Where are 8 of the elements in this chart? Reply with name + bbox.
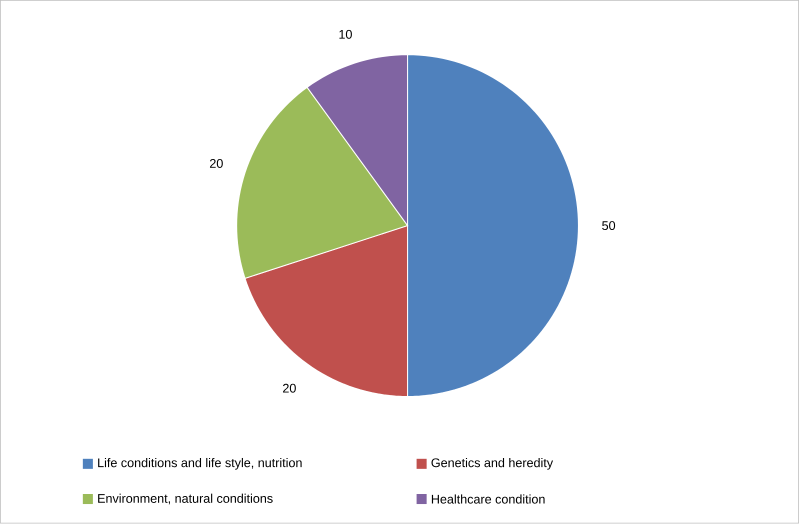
data-label: 50 <box>602 221 616 230</box>
data-label: 10 <box>339 30 352 40</box>
legend-label: Life conditions and life style, nutrition <box>98 458 302 470</box>
legend-label: Genetics and heredity <box>432 458 554 470</box>
legend-label: Healthcare condition <box>432 494 545 504</box>
data-label: 20 <box>283 384 296 393</box>
data-label: 20 <box>210 159 223 168</box>
legend-label: Environment, natural conditions <box>98 494 273 505</box>
